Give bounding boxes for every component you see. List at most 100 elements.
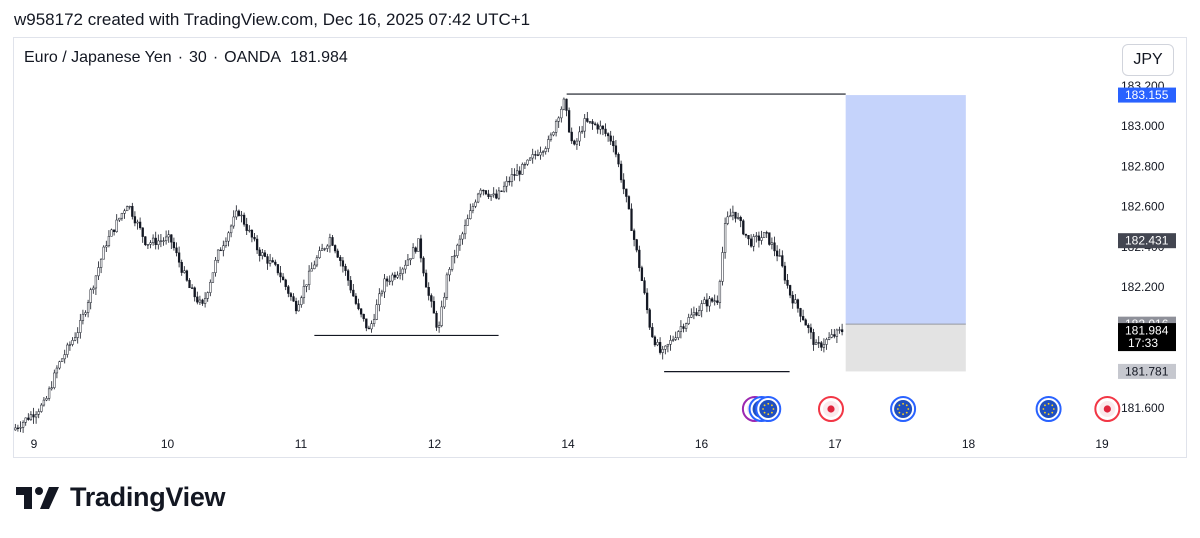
candle-body xyxy=(528,157,532,161)
candle-body xyxy=(362,313,365,320)
candle-body xyxy=(84,312,87,315)
candle-body xyxy=(359,308,363,315)
candle-body xyxy=(729,215,732,218)
candle-body xyxy=(500,190,503,192)
candle-body xyxy=(393,274,397,278)
candle-body xyxy=(549,134,553,140)
candle-body xyxy=(658,342,662,353)
eu-star-icon xyxy=(1044,404,1046,407)
candle-body xyxy=(661,349,664,353)
candle-body xyxy=(570,131,573,142)
candle-body xyxy=(346,270,350,281)
candle-body xyxy=(396,274,399,278)
eu-star-icon xyxy=(905,411,908,414)
candle-body xyxy=(154,237,157,245)
candle-body xyxy=(495,193,498,199)
candle-body xyxy=(510,174,514,182)
currency-button[interactable]: JPY xyxy=(1122,44,1174,76)
jp-sun-icon xyxy=(1103,405,1111,413)
candle-body xyxy=(705,299,709,307)
candle-body xyxy=(68,344,72,346)
x-tick-label: 18 xyxy=(962,437,976,451)
candle-body xyxy=(27,417,30,420)
candle-body xyxy=(617,154,620,165)
x-tick-label: 19 xyxy=(1095,437,1109,451)
candle-body xyxy=(323,248,326,250)
candle-body xyxy=(97,267,100,277)
eu-star-icon xyxy=(771,411,773,414)
candle-body xyxy=(110,229,113,237)
candle-body xyxy=(755,235,758,237)
candle-body xyxy=(523,163,527,166)
candle-body xyxy=(453,255,456,257)
candle-body xyxy=(768,232,771,245)
candle-body xyxy=(292,296,295,302)
candle-body xyxy=(411,247,415,259)
candle-body xyxy=(94,275,98,289)
candle-body xyxy=(227,232,230,242)
candle-body xyxy=(37,411,40,415)
candle-body xyxy=(66,344,69,355)
y-tick-label: 181.600 xyxy=(1121,401,1165,415)
candle-body xyxy=(627,196,631,210)
candle-body xyxy=(224,240,228,247)
candle-body xyxy=(432,301,436,314)
candle-body xyxy=(219,249,222,252)
candle-body xyxy=(170,234,173,243)
candle-body xyxy=(580,130,584,133)
candle-body xyxy=(671,339,675,341)
candle-body xyxy=(817,342,820,344)
candle-body xyxy=(268,260,272,264)
candle-body xyxy=(794,299,797,304)
candle-body xyxy=(820,342,823,348)
candle-body xyxy=(214,259,217,274)
candle-body xyxy=(34,414,38,418)
candle-body xyxy=(175,247,178,254)
candle-body xyxy=(112,229,116,232)
candle-body xyxy=(567,110,571,133)
candle-body xyxy=(349,280,352,291)
candle-body xyxy=(632,230,636,240)
candle-body xyxy=(365,318,368,329)
candle-body xyxy=(456,244,459,256)
candle-body xyxy=(814,342,818,345)
candle-body xyxy=(443,297,446,308)
eu-star-icon xyxy=(1044,411,1046,414)
candle-body xyxy=(284,279,287,287)
candle-body xyxy=(404,264,407,270)
candle-body xyxy=(263,252,267,257)
candle-body xyxy=(300,297,303,305)
candle-body xyxy=(781,255,784,267)
candle-body xyxy=(136,221,139,224)
candle-body xyxy=(437,325,441,328)
candle-body xyxy=(445,274,449,298)
candle-body xyxy=(469,210,472,219)
y-tick-label: 182.800 xyxy=(1121,159,1165,173)
candle-body xyxy=(609,135,612,142)
candle-body xyxy=(21,422,25,428)
candle-body xyxy=(320,248,324,251)
candle-body xyxy=(471,206,475,211)
candle-body xyxy=(552,132,555,136)
eu-star-icon xyxy=(763,411,766,414)
price-label-bg xyxy=(1118,323,1176,352)
eu-flag-icon xyxy=(759,400,778,418)
candle-body xyxy=(310,268,313,272)
candle-body xyxy=(198,299,202,303)
candle-body xyxy=(385,278,389,282)
candle-body xyxy=(648,309,651,328)
candle-body xyxy=(812,332,815,345)
eu-star-icon xyxy=(1042,408,1045,410)
candle-body xyxy=(383,278,386,293)
price-label: 182.431 xyxy=(1125,234,1169,248)
candle-body xyxy=(612,140,615,147)
candle-body xyxy=(606,133,610,137)
candle-body xyxy=(479,189,482,195)
eu-star-icon xyxy=(1047,413,1050,416)
candle-body xyxy=(536,154,540,156)
candle-body xyxy=(508,180,511,183)
candle-body xyxy=(578,131,581,142)
eu-star-icon xyxy=(902,402,904,405)
candle-body xyxy=(427,287,430,296)
